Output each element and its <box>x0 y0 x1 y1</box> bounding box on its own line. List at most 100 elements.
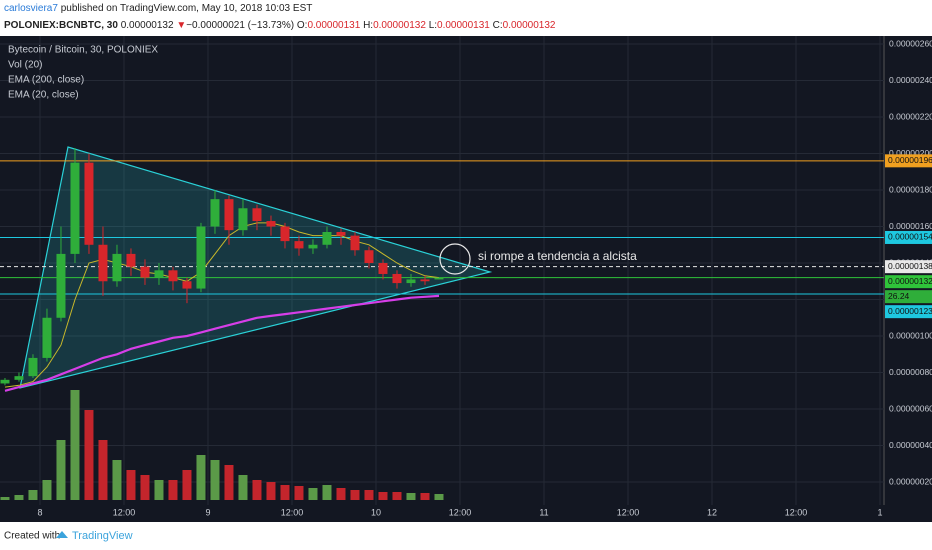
volume-bar <box>84 410 94 500</box>
volume-bar <box>252 480 262 500</box>
published: published on TradingView.com, May 10, 20… <box>61 3 313 14</box>
volume-bar <box>14 495 24 500</box>
price-label: 26.24 <box>888 291 910 301</box>
price-label: 0.00000138 <box>888 261 932 271</box>
volume-bar <box>322 485 332 500</box>
x-tick-label: 12:00 <box>449 507 472 517</box>
candle-body <box>70 162 80 254</box>
candle-body <box>238 208 248 231</box>
y-tick-label: 0.00000180 <box>889 184 932 194</box>
x-tick-label: 12:00 <box>617 507 640 517</box>
candle-body <box>392 273 402 284</box>
o-key: O: <box>297 20 308 31</box>
candle-body <box>154 270 164 278</box>
candle-body <box>224 199 234 231</box>
volume-bar <box>168 480 178 500</box>
candle-body <box>378 263 388 274</box>
author: carlosviera7 <box>4 3 58 14</box>
y-tick-label: 0.00000220 <box>889 111 932 121</box>
candle-body <box>434 277 444 280</box>
x-tick-label: 12:00 <box>113 507 136 517</box>
candle-body <box>0 379 10 384</box>
o-val: 0.00000131 <box>307 20 360 31</box>
change: −0.00000021 (−13.73%) <box>186 20 294 31</box>
y-tick-label: 0.00000260 <box>889 38 932 48</box>
volume-bar <box>392 492 402 500</box>
candle-body <box>364 250 374 264</box>
y-tick-label: 0.00000240 <box>889 75 932 85</box>
circle-drawing <box>439 243 471 275</box>
legend-title: Bytecoin / Bitcoin, 30, POLONIEX <box>8 45 158 56</box>
price-label-box <box>885 154 932 168</box>
y-tick-label: 0.00000200 <box>889 148 932 158</box>
x-tick-label: 9 <box>205 507 210 517</box>
l-key: L: <box>429 20 437 31</box>
y-tick-label: 0.00000100 <box>889 330 932 340</box>
candle-body <box>252 208 262 222</box>
triangle-drawing <box>19 146 493 389</box>
header-line: carlosviera7 published on TradingView.co… <box>4 3 312 14</box>
h-key: H: <box>363 20 373 31</box>
ema-line <box>4 294 440 392</box>
volume-bar <box>182 470 192 500</box>
price-label: 0.00000123 <box>888 306 932 316</box>
candle-body <box>126 253 136 267</box>
marks <box>0 148 884 500</box>
volume-bar <box>56 440 66 500</box>
footer-created: Created with <box>4 531 60 542</box>
volume-bar <box>196 455 206 500</box>
volume-bar <box>350 490 360 500</box>
volume-bar <box>154 480 164 500</box>
candle-body <box>182 281 192 289</box>
volume-bar <box>420 493 430 500</box>
volume-bar <box>98 440 108 500</box>
candle-body <box>336 231 346 236</box>
volume-bar <box>112 460 122 500</box>
candle-body <box>350 235 360 251</box>
candle-body <box>14 376 24 380</box>
arrow: ▼ <box>176 20 186 31</box>
h-val: 0.00000132 <box>373 20 426 31</box>
x-tick-label: 12 <box>707 507 717 517</box>
y-tick-label: 0.00000040 <box>889 440 932 450</box>
candle-body <box>280 226 290 242</box>
price-label-box <box>885 305 932 319</box>
candle-body <box>56 253 66 318</box>
price-label-box <box>885 290 932 304</box>
y-tick-label: 0.00000080 <box>889 367 932 377</box>
y-tick-label: 0.00000020 <box>889 476 932 486</box>
volume-bar <box>0 497 10 500</box>
candle-body <box>140 266 150 278</box>
legend-entry: EMA (200, close) <box>8 75 84 86</box>
volume-bar <box>266 482 276 500</box>
symbol: POLONIEX:BCNBTC, 30 <box>4 20 118 31</box>
x-tick-label: 12:00 <box>281 507 304 517</box>
x-tick-label: 12:00 <box>785 507 808 517</box>
volume-bar <box>364 490 374 500</box>
logo <box>56 531 68 538</box>
candle-body <box>210 199 220 227</box>
price-label: 0.00000196 <box>888 155 932 165</box>
annotation: si rompe a tendencia a alcista <box>478 249 637 263</box>
x-tick-label: 11 <box>539 507 548 517</box>
volume-bar <box>126 470 136 500</box>
volume-bar <box>308 488 318 500</box>
volume-bar <box>28 490 38 500</box>
candle-body <box>28 357 38 377</box>
volume-bar <box>294 486 304 500</box>
volume-bar <box>378 492 388 500</box>
ema-line <box>4 222 440 388</box>
y-tick-label: 0.00000060 <box>889 403 932 413</box>
x-tick-label: 1 <box>878 507 883 517</box>
volume-bar <box>210 460 220 500</box>
price-label-box <box>885 260 932 274</box>
candle-body <box>112 253 122 282</box>
volume-bar <box>238 475 248 500</box>
legend-entry: EMA (20, close) <box>8 90 79 101</box>
x-axis-bg <box>0 505 932 522</box>
header-quote: POLONIEX:BCNBTC, 30 0.00000132 ▼−0.00000… <box>4 20 556 31</box>
candle-body <box>322 231 332 245</box>
footer-brand: TradingView <box>72 530 133 542</box>
